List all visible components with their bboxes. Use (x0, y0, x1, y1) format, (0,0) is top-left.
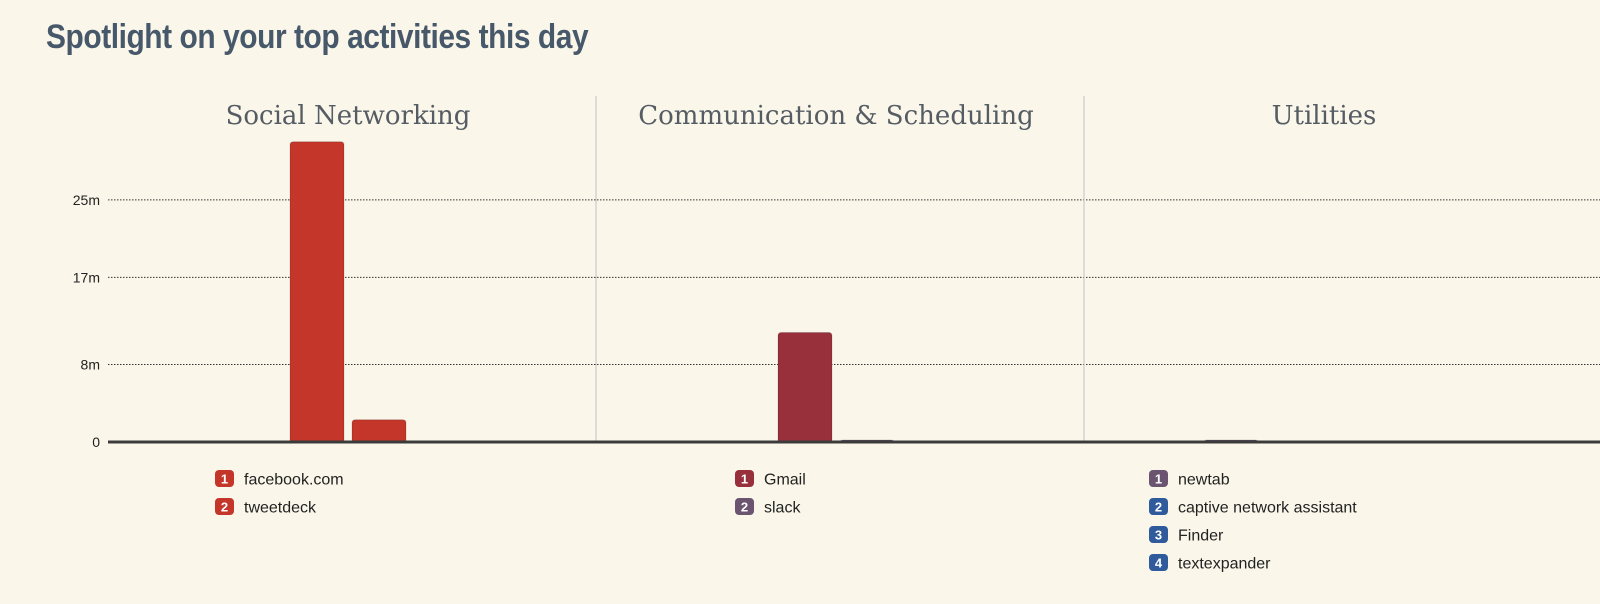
legend-swatch (1149, 526, 1168, 543)
y-tick-label: 0 (92, 434, 100, 450)
bar (289, 141, 345, 444)
legend-label: tweetdeck (244, 500, 317, 517)
legend-swatch (215, 498, 234, 515)
bar (351, 419, 407, 444)
legend-label: captive network assistant (1178, 500, 1357, 517)
legend-swatch (215, 470, 234, 487)
page-title: Spotlight on your top activities this da… (46, 18, 589, 56)
y-tick-label: 25m (73, 192, 100, 208)
legend-rank: 2 (221, 500, 228, 515)
y-tick-label: 17m (73, 269, 100, 285)
y-tick-label: 8m (81, 357, 100, 373)
panel-title: Communication & Scheduling (638, 101, 1033, 131)
legend-label: slack (764, 500, 801, 517)
bar (777, 332, 833, 444)
legend-label: Finder (1178, 528, 1224, 545)
panel-title: Utilities (1272, 101, 1377, 131)
legend-label: newtab (1178, 472, 1230, 489)
legend-label: facebook.com (244, 472, 344, 489)
legend-swatch (735, 498, 754, 515)
legend-rank: 4 (1155, 556, 1163, 571)
legend-swatch (1149, 498, 1168, 515)
legend-swatch (1149, 554, 1168, 571)
legend-label: textexpander (1178, 556, 1271, 573)
legend-swatch (735, 470, 754, 487)
legend-label: Gmail (764, 472, 806, 489)
legend-rank: 1 (1155, 472, 1162, 487)
legend-swatch (1149, 470, 1168, 487)
legend-rank: 1 (221, 472, 228, 487)
panel-title: Social Networking (226, 101, 471, 131)
legend-rank: 2 (1155, 500, 1162, 515)
legend-rank: 2 (741, 500, 748, 515)
legend-rank: 1 (741, 472, 748, 487)
legend-rank: 3 (1155, 528, 1162, 543)
